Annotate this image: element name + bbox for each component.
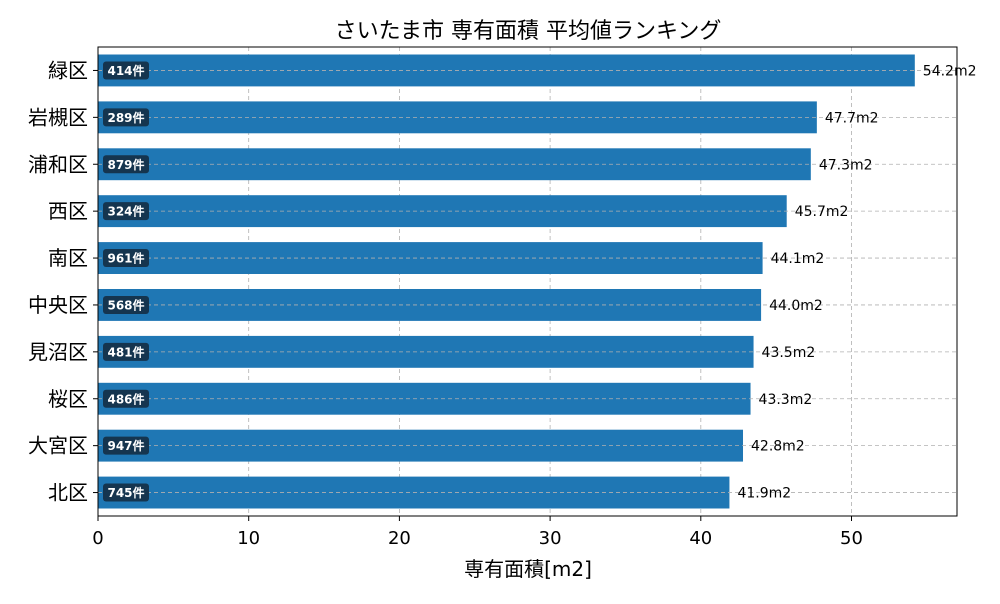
count-badge [103, 249, 149, 268]
bar [98, 148, 811, 181]
count-label: 947件 [107, 438, 144, 453]
x-tick-label: 40 [689, 528, 712, 549]
x-tick-label: 0 [92, 528, 103, 549]
value-label: 44.1m2 [771, 251, 825, 267]
value-label: 43.5m2 [762, 345, 816, 361]
x-axis-label: 専有面積[m2] [464, 557, 592, 581]
x-axis: 0 10 20 30 40 50 [92, 516, 863, 549]
count-badge [103, 202, 149, 221]
value-label: 44.0m2 [769, 298, 823, 314]
x-tick-label: 20 [388, 528, 411, 549]
count-label: 324件 [107, 204, 144, 219]
count-badge [103, 436, 149, 455]
value-label: 45.7m2 [795, 204, 849, 220]
count-label: 289件 [107, 110, 144, 125]
count-badge [103, 389, 149, 408]
count-label: 745件 [107, 485, 144, 500]
y-tick-label: 岩槻区 [28, 105, 88, 129]
y-tick-label: 西区 [48, 199, 88, 223]
x-tick-label: 30 [539, 528, 562, 549]
y-tick-label: 見沼区 [28, 340, 88, 364]
y-tick-label: 北区 [48, 481, 88, 505]
count-badge [103, 155, 149, 174]
chart-title: さいたま市 専有面積 平均値ランキング [335, 19, 722, 44]
count-badge [103, 295, 149, 314]
value-label: 54.2m2 [923, 63, 977, 79]
count-label: 481件 [107, 344, 144, 359]
count-badge [103, 61, 149, 80]
count-label: 961件 [107, 251, 144, 266]
value-label: 47.7m2 [825, 110, 879, 126]
bar-labels: 414件 54.2m2 289件 47.7m2 879件 47.3m2 324件 45.7m2… [98, 61, 977, 502]
value-label: 47.3m2 [819, 157, 873, 173]
y-tick-label: 桜区 [48, 387, 88, 411]
y-tick-label: 緑区 [48, 58, 88, 82]
y-tick-label: 南区 [48, 246, 88, 270]
y-tick-label: 浦和区 [28, 152, 88, 176]
count-badge [103, 108, 149, 127]
value-label: 43.3m2 [759, 392, 813, 408]
count-badge [103, 342, 149, 361]
value-label: 42.8m2 [751, 439, 805, 455]
x-tick-label: 10 [237, 528, 260, 549]
plot-frame [97, 46, 958, 517]
count-label: 414件 [107, 63, 144, 78]
x-tick-label: 50 [840, 528, 863, 549]
y-tick-label: 大宮区 [28, 434, 88, 458]
count-label: 568件 [107, 297, 144, 312]
value-label: 41.9m2 [737, 486, 791, 502]
y-tick-label: 中央区 [28, 293, 88, 317]
count-label: 879件 [107, 157, 144, 172]
count-label: 486件 [107, 391, 144, 406]
count-badge [103, 483, 149, 502]
